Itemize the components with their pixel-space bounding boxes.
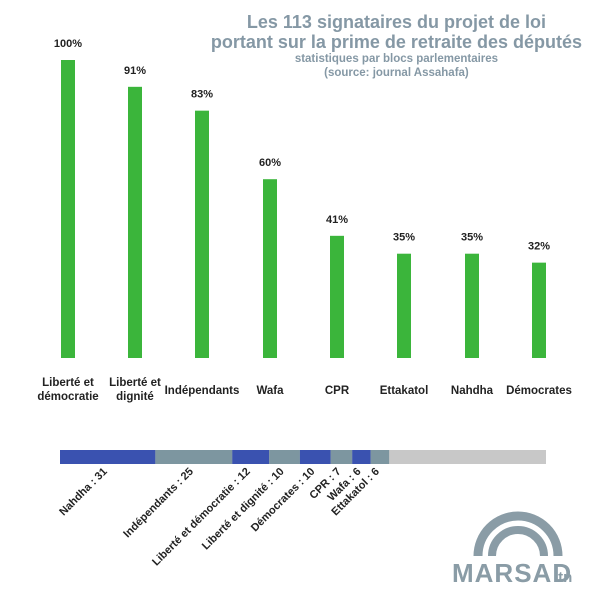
bar-6 <box>465 253 479 358</box>
breakdown-segment-0 <box>60 450 156 464</box>
breakdown-segment-6 <box>352 450 371 464</box>
chart-title-line2: portant sur la prime de retraite des dép… <box>210 32 582 52</box>
bar-1 <box>128 86 142 358</box>
bar-3 <box>263 179 277 358</box>
marsad-logo-emblem: MARSAD .tn <box>452 511 572 586</box>
breakdown-label-0: Nahdha : 31 <box>57 466 110 519</box>
chart-subtitle: statistiques par blocs parlementaires <box>294 53 499 65</box>
breakdown-segment-3 <box>269 450 300 464</box>
data-label-2: 83% <box>191 89 213 101</box>
data-label-5: 35% <box>393 232 415 244</box>
bar-5 <box>397 253 411 358</box>
category-label-3: Wafa <box>256 385 284 397</box>
category-label-6: Nahdha <box>451 385 494 397</box>
chart-source: (source: journal Assahafa) <box>324 67 469 79</box>
category-label-1: Liberté et dignité <box>109 377 161 403</box>
breakdown-segment-2 <box>232 450 270 464</box>
breakdown-segment-1 <box>155 450 233 464</box>
data-label-4: 41% <box>326 214 348 226</box>
category-label-2: Indépendants <box>165 385 240 397</box>
category-label-5: Ettakatol <box>380 385 429 397</box>
chart-title: Les 113 signataires du projet de loi <box>246 12 546 32</box>
data-label-0: 100% <box>54 38 82 50</box>
bar-0 <box>61 60 75 358</box>
category-label-4: CPR <box>325 385 350 397</box>
breakdown-segment-4 <box>299 450 331 464</box>
data-label-7: 32% <box>528 241 550 253</box>
bar-2 <box>195 110 209 358</box>
category-label-0: Liberté et démocratie <box>37 377 98 403</box>
breakdown-segment-5 <box>330 450 353 464</box>
marsad-logo: MARSAD .tn <box>448 498 588 586</box>
breakdown-segment-7 <box>370 450 390 464</box>
data-label-6: 35% <box>461 232 483 244</box>
data-label-3: 60% <box>259 157 281 169</box>
bar-4 <box>330 235 344 358</box>
bar-7 <box>532 262 546 358</box>
data-label-1: 91% <box>124 65 146 77</box>
svg-text:MARSAD: MARSAD <box>452 558 572 586</box>
chart-title-block: Les 113 signataires du projet de loi por… <box>211 12 582 80</box>
svg-text:.tn: .tn <box>554 569 572 586</box>
category-label-7: Démocrates <box>506 385 572 397</box>
